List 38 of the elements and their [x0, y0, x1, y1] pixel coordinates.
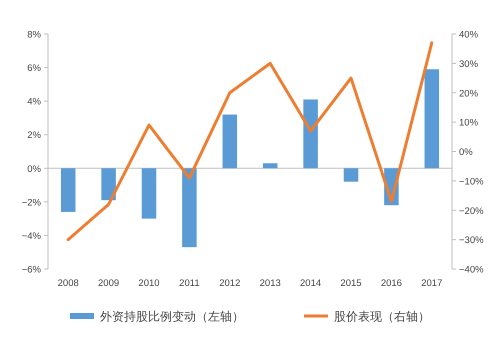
x-tick-label: 2009 [98, 278, 120, 289]
bar [262, 163, 278, 168]
y-tick-label: −6% [22, 264, 42, 276]
x-tick-label: 2011 [179, 278, 200, 289]
y2-tick-label: 10% [459, 118, 479, 129]
y-tick-label: 6% [27, 63, 42, 74]
bar [344, 168, 358, 182]
x-tick-label: 2017 [421, 278, 442, 289]
y2-tick-label: −40% [459, 264, 484, 276]
x-tick-label: 2016 [380, 278, 402, 289]
legend-label: 股价表现（右轴） [334, 310, 430, 324]
bar [182, 168, 197, 248]
y2-tick-label: 20% [459, 88, 479, 100]
y-tick-label: −2% [22, 197, 42, 208]
y2-tick-label: 0% [459, 147, 474, 158]
x-tick-label: 2014 [300, 278, 322, 289]
x-tick-label: 2012 [219, 278, 240, 289]
y2-tick-label: 40% [459, 30, 479, 40]
bar [222, 114, 238, 168]
x-tick-label: 2010 [138, 278, 160, 289]
x-tick-label: 2015 [340, 278, 362, 289]
y-tick-label: −4% [22, 230, 42, 242]
bar [142, 168, 156, 219]
x-tick-label: 2013 [260, 278, 281, 289]
y2-tick-label: 30% [459, 58, 479, 70]
y2-tick-label: −10% [459, 176, 484, 188]
y-tick-label: 8% [27, 30, 42, 40]
y-tick-label: 2% [27, 130, 42, 142]
bar [60, 168, 76, 212]
bar [101, 168, 116, 200]
y2-tick-label: −30% [459, 235, 484, 246]
bar [303, 99, 318, 168]
y-tick-label: 4% [27, 96, 42, 108]
bar [424, 69, 440, 168]
x-tick-label: 2008 [58, 278, 79, 289]
y-tick-label: 0% [27, 164, 42, 175]
y2-tick-label: −20% [459, 206, 484, 217]
legend-label: 外资持股比例变动（左轴） [100, 310, 244, 324]
